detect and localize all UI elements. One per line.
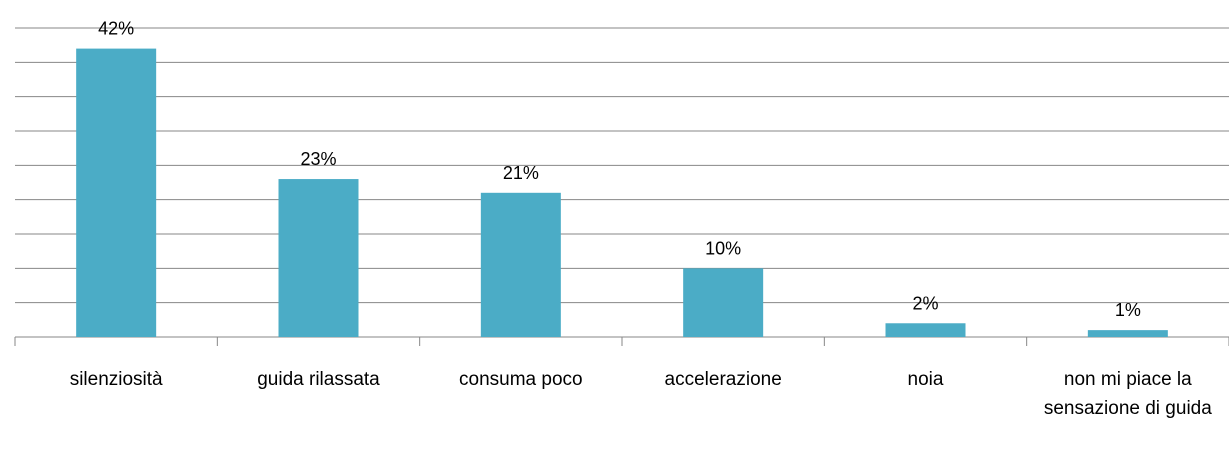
bar bbox=[1087, 330, 1168, 337]
x-tick-label: accelerazione bbox=[664, 369, 782, 390]
data-label: 42% bbox=[98, 19, 134, 39]
bar bbox=[480, 192, 561, 337]
bar bbox=[885, 323, 966, 337]
x-tick-label: non mi piace la sensazione di guida bbox=[1043, 369, 1212, 419]
bar bbox=[683, 268, 764, 337]
x-tick-label: consuma poco bbox=[459, 369, 583, 390]
x-tick-label: guida rilassata bbox=[257, 369, 380, 390]
data-label: 10% bbox=[705, 238, 741, 258]
x-tick-label: silenziosità bbox=[69, 369, 163, 390]
data-label: 2% bbox=[912, 293, 938, 313]
data-label: 23% bbox=[300, 149, 336, 169]
x-tick-label: noia bbox=[907, 369, 944, 390]
bar bbox=[76, 48, 157, 337]
data-label: 1% bbox=[1115, 300, 1141, 320]
data-label: 21% bbox=[503, 163, 539, 183]
bar bbox=[278, 179, 359, 337]
